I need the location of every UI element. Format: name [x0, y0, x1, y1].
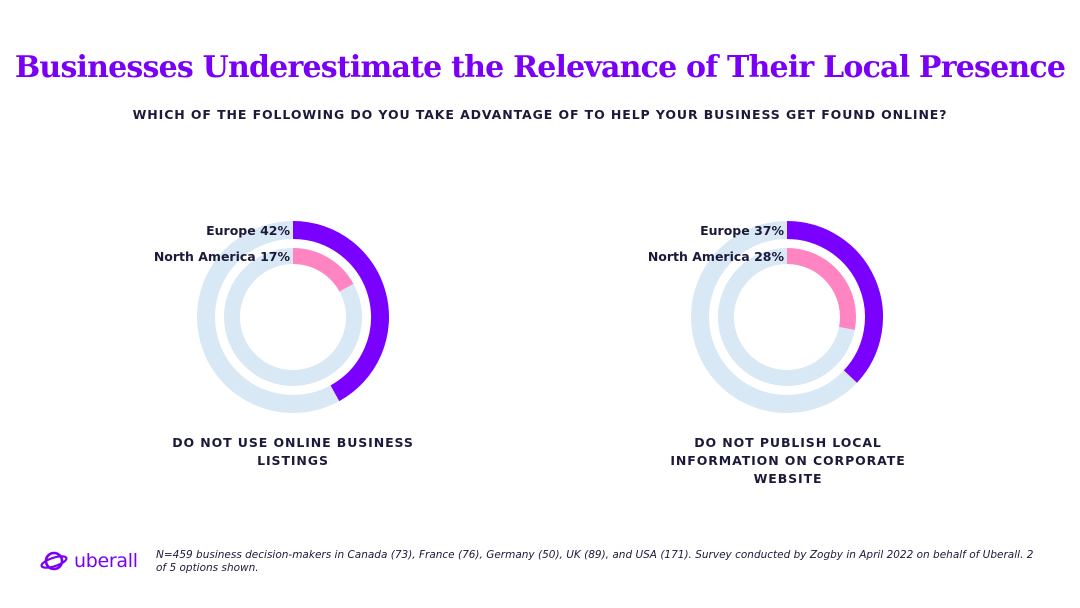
chart-title: Businesses Underestimate the Relevance o… — [14, 50, 1066, 85]
planet-ring-icon — [40, 551, 68, 571]
logo-text: uberall — [74, 550, 138, 572]
donut-1-caption: DO NOT USE ONLINE BUSINESS LISTINGS — [172, 435, 414, 468]
footnote: N=459 business decision-makers in Canada… — [156, 549, 1034, 574]
uberall-logo: uberall — [40, 548, 138, 574]
donut-2-caption: DO NOT PUBLISH LOCAL INFORMATION ON CORP… — [670, 435, 906, 486]
donut-1-europe-arc — [292, 221, 389, 402]
donut-1-north-america-label: North America 17% — [154, 249, 291, 264]
donut-2-europe-arc — [786, 221, 883, 383]
donut-1-north-america-arc — [292, 248, 354, 292]
chart-subtitle: WHICH OF THE FOLLOWING DO YOU TAKE ADVAN… — [132, 107, 948, 122]
donut-2-north-america-label: North America 28% — [648, 249, 785, 264]
donut-2-europe-label: Europe 37% — [700, 223, 784, 238]
donut-2-north-america-arc — [786, 248, 856, 330]
donut-1-europe-label: Europe 42% — [206, 223, 290, 238]
